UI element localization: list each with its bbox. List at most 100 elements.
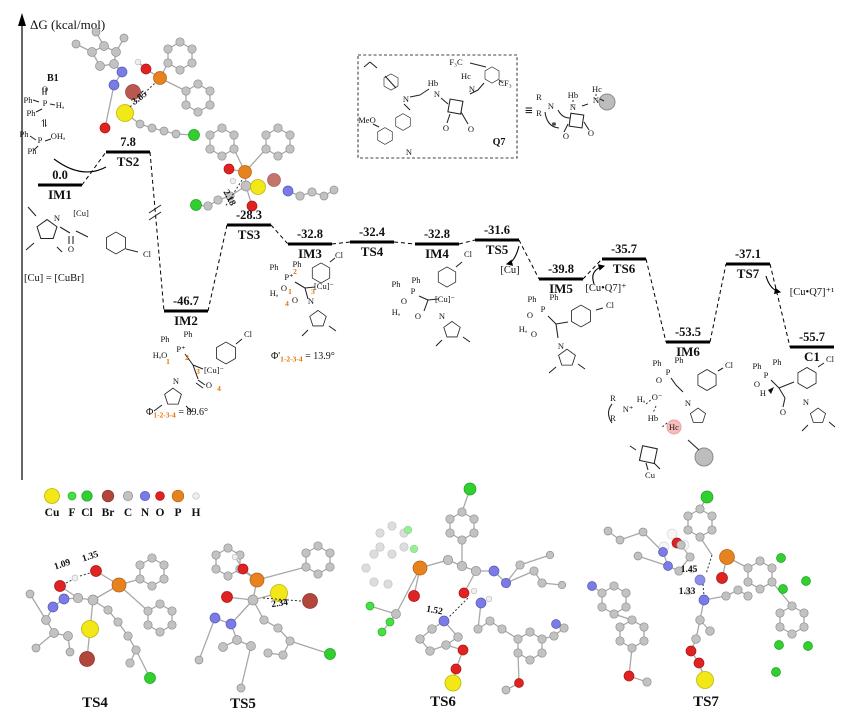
svg-text:Ph: Ph xyxy=(184,329,194,339)
svg-text:Cu: Cu xyxy=(645,470,656,480)
svg-text:2: 2 xyxy=(185,353,189,362)
svg-text:H: H xyxy=(760,388,766,398)
structure-2d-im1: N [Cu] O Cl [Cu] = [CuBr] xyxy=(24,206,152,284)
legend-f-icon xyxy=(67,491,77,501)
label-ts2: TS2 xyxy=(117,154,139,169)
svg-text:P: P xyxy=(541,304,546,314)
distance-ts7-b: 1.33 xyxy=(679,587,696,597)
svg-text:P⁺: P⁺ xyxy=(284,272,293,282)
distance-ts7-a: 1.45 xyxy=(681,565,698,575)
hc-highlight xyxy=(666,419,682,435)
energy-ts2: 7.8 xyxy=(120,135,136,149)
label-im6: IM6 xyxy=(676,344,700,359)
q7-catalyst-box: F₃C CF₃ Hb Hc N N N N MeO O O Q7 xyxy=(357,54,518,159)
svg-text:Cl: Cl xyxy=(826,354,835,364)
cu-leaving-arrow-icon xyxy=(505,245,520,266)
svg-text:N: N xyxy=(141,507,150,519)
level-ts6: -35.7 TS6 xyxy=(602,242,646,276)
svg-text:O: O xyxy=(292,295,298,305)
structure-2d-c1: Ph Ph P O H O N Cl xyxy=(753,354,836,432)
energy-ts4: -32.4 xyxy=(359,225,386,239)
distance-ts4-a: 1.09 xyxy=(53,558,72,573)
legend-br-icon xyxy=(101,489,115,503)
svg-text:Ph: Ph xyxy=(773,357,783,367)
polymer-sphere-icon xyxy=(694,447,714,467)
svg-text:Cl: Cl xyxy=(725,360,734,370)
molecule-3d-ts6-bottom: 1.52 TS6 xyxy=(361,482,569,710)
svg-text:N: N xyxy=(570,102,576,112)
energy-ts5: -31.6 xyxy=(484,223,510,237)
svg-text:Br: Br xyxy=(102,507,115,519)
energy-im3: -32.8 xyxy=(297,227,323,241)
svg-text:2: 2 xyxy=(293,267,297,276)
svg-text:Ph: Ph xyxy=(270,262,280,272)
legend-n-icon xyxy=(139,490,151,502)
cuq7-entering-label: [Cu•Q7]⁺ xyxy=(585,283,626,294)
distance-ts4-b: 1.35 xyxy=(81,550,100,565)
svg-text:Cl: Cl xyxy=(81,507,93,519)
svg-text:Ph: Ph xyxy=(24,95,34,105)
q7-label: Q7 xyxy=(493,137,506,148)
cu-leaving-label: [Cu] xyxy=(500,265,519,276)
svg-text:P⁺: P⁺ xyxy=(176,344,185,354)
svg-text:Ph: Ph xyxy=(528,294,538,304)
svg-text:P: P xyxy=(666,367,671,377)
energy-ts7: -37.1 xyxy=(735,247,761,261)
energy-im5: -39.8 xyxy=(548,262,574,276)
label-ts7: TS7 xyxy=(737,266,760,281)
distance-ts5: 2.34 xyxy=(271,598,289,610)
svg-text:Hₐ: Hₐ xyxy=(519,324,528,334)
y-axis: ΔG (kcal/mol) xyxy=(18,13,105,480)
level-im5: -39.8 IM5 xyxy=(539,262,583,296)
atom-color-legend: Cu F Cl Br C N O P H xyxy=(44,488,201,519)
svg-text:Ph: Ph xyxy=(161,334,171,344)
energy-ts6: -35.7 xyxy=(611,242,637,256)
legend-cl-icon xyxy=(81,490,93,502)
svg-text:N: N xyxy=(803,397,809,407)
svg-text:O: O xyxy=(563,131,569,141)
svg-text:Ph: Ph xyxy=(675,355,685,365)
energy-im2: -46.7 xyxy=(173,294,199,308)
svg-text:O: O xyxy=(531,329,537,339)
svg-text:Ph: Ph xyxy=(20,129,30,139)
line-break-icon xyxy=(148,204,162,221)
label-im1: IM1 xyxy=(48,187,72,202)
svg-text:Ph: Ph xyxy=(27,108,37,118)
svg-text:O: O xyxy=(780,407,786,417)
bottom-label-ts7: TS7 xyxy=(693,694,719,710)
profile-connectors: [Cu] [Cu•Q7]⁺ [Cu•Q7]⁺¹ xyxy=(53,151,834,348)
svg-text:N: N xyxy=(308,296,314,306)
molecule-3d-ts2: 3.85 xyxy=(71,27,215,141)
svg-text:Cl: Cl xyxy=(606,300,615,310)
svg-text:MeO: MeO xyxy=(358,115,375,125)
energy-c1: -55.7 xyxy=(799,330,825,344)
svg-text:Ph: Ph xyxy=(293,259,303,269)
svg-text:N⁺: N⁺ xyxy=(623,404,634,414)
legend-p-icon xyxy=(171,489,185,503)
svg-text:3: 3 xyxy=(311,287,315,296)
svg-text:O: O xyxy=(156,507,165,519)
level-ts3: -28.3 TS3 xyxy=(227,208,271,242)
legend-h-icon xyxy=(192,492,200,500)
svg-text:Ph: Ph xyxy=(753,361,763,371)
svg-text:R: R xyxy=(536,108,542,118)
svg-text:P: P xyxy=(764,370,769,380)
cuq7-entering-arrow-icon xyxy=(592,264,606,285)
level-ts7: -37.1 TS7 xyxy=(726,247,770,281)
label-ts5: TS5 xyxy=(486,242,509,257)
level-c1: -55.7 C1 xyxy=(790,330,834,364)
bottom-label-ts4: TS4 xyxy=(82,695,108,711)
svg-text:O: O xyxy=(527,310,533,320)
structure-2d-im5: Ph Ph P O Hₐ O N Cl xyxy=(519,292,615,374)
svg-text:Hc: Hc xyxy=(669,422,679,432)
bottom-label-ts5: TS5 xyxy=(230,696,256,712)
svg-text:[Cu]⁻: [Cu]⁻ xyxy=(435,294,455,304)
svg-text:Hb: Hb xyxy=(428,78,438,88)
label-ts6: TS6 xyxy=(613,261,636,276)
svg-text:O: O xyxy=(468,124,474,134)
energy-im4: -32.8 xyxy=(424,227,450,241)
label-im4: IM4 xyxy=(425,246,449,261)
